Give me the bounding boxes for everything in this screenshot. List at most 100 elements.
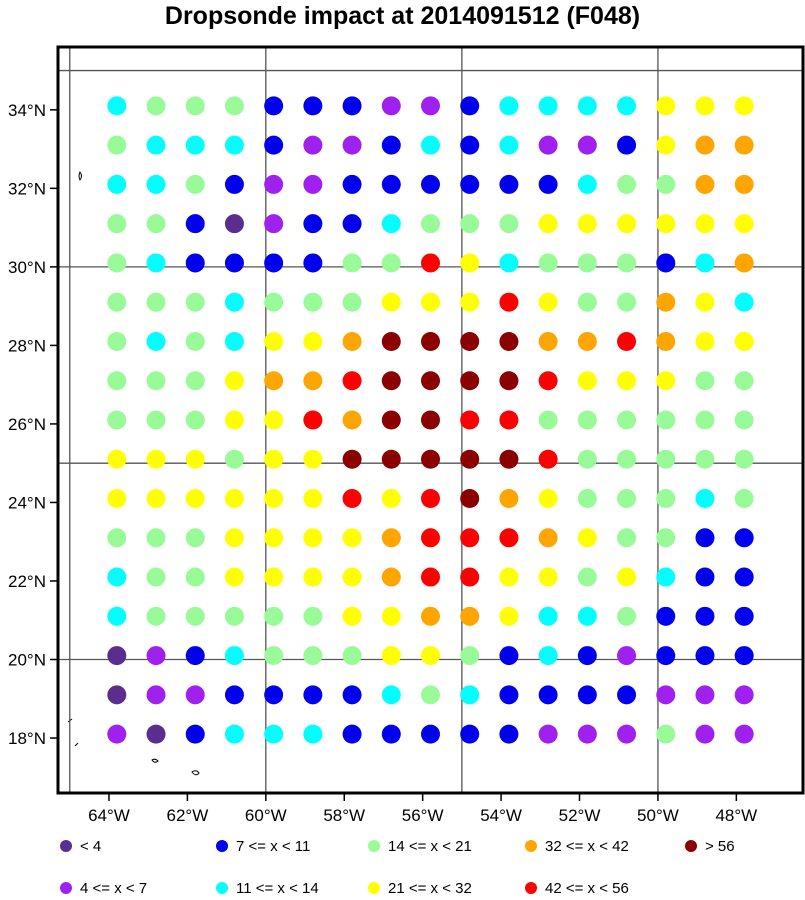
legend-label: > 56: [705, 838, 735, 855]
impact-dot: [656, 371, 676, 391]
impact-dot: [224, 253, 244, 273]
impact-dot: [734, 331, 754, 351]
impact-dot: [617, 214, 637, 234]
impact-dot: [577, 253, 597, 273]
legend: < 4 7 <= x < 11 14 <= x < 21 32 <= x < 42 > …: [60, 838, 735, 897]
impact-dot: [381, 528, 401, 548]
impact-dot: [303, 292, 323, 312]
impact-dot: [185, 292, 205, 312]
impact-dot: [303, 214, 323, 234]
impact-dot: [342, 292, 362, 312]
impact-dot: [303, 174, 323, 194]
impact-dot: [421, 567, 440, 587]
legend-item: < 4: [60, 838, 101, 855]
impact-dot: [107, 724, 127, 744]
impact-dot: [421, 489, 440, 509]
impact-dot: [656, 489, 676, 509]
impact-dot: [303, 567, 323, 587]
impact-dot: [577, 214, 597, 234]
impact-dot: [421, 214, 440, 234]
impact-dot: [460, 685, 480, 705]
impact-dot: [107, 96, 127, 116]
impact-dot: [107, 606, 127, 626]
impact-dot: [695, 606, 715, 626]
impact-dot: [224, 685, 244, 705]
impact-dot: [342, 685, 362, 705]
impact-dot: [617, 96, 637, 116]
legend-swatch: [60, 882, 72, 894]
impact-dot: [656, 96, 676, 116]
impact-dot: [499, 528, 519, 548]
impact-dot: [185, 410, 205, 430]
impact-dot: [303, 489, 323, 509]
impact-dot: [538, 606, 558, 626]
impact-dot: [734, 449, 754, 469]
impact-dot: [146, 253, 166, 273]
y-tick-label: 32°N: [8, 179, 46, 198]
impact-dot: [107, 685, 127, 705]
impact-dot: [499, 449, 519, 469]
impact-dot: [577, 371, 597, 391]
impact-dot: [656, 567, 676, 587]
impact-dot: [185, 135, 205, 155]
impact-dot: [185, 567, 205, 587]
impact-dot: [421, 449, 440, 469]
impact-dot: [460, 135, 480, 155]
impact-dot: [460, 449, 480, 469]
impact-dot: [421, 96, 440, 116]
impact-dot: [224, 292, 244, 312]
impact-dot: [264, 96, 284, 116]
impact-dot: [460, 174, 480, 194]
impact-dot: [734, 292, 754, 312]
impact-dot: [499, 606, 519, 626]
impact-dot: [107, 331, 127, 351]
impact-dot: [460, 528, 480, 548]
impact-dot: [264, 135, 284, 155]
impact-dot: [656, 528, 676, 548]
impact-dot: [460, 724, 480, 744]
impact-dot: [617, 135, 637, 155]
x-tick-label: 64°W: [88, 806, 130, 825]
impact-dot: [460, 410, 480, 430]
impact-dot: [577, 174, 597, 194]
impact-dot: [577, 724, 597, 744]
impact-dot: [342, 253, 362, 273]
impact-dot: [656, 606, 676, 626]
impact-dot: [224, 528, 244, 548]
impact-dot: [303, 528, 323, 548]
impact-dot: [342, 331, 362, 351]
impact-dot: [734, 371, 754, 391]
impact-dot: [617, 646, 637, 666]
impact-dot: [617, 331, 637, 351]
impact-dot: [734, 489, 754, 509]
impact-dot: [107, 646, 127, 666]
impact-dot: [695, 410, 715, 430]
impact-dot: [499, 489, 519, 509]
y-tick-label: 20°N: [8, 651, 46, 670]
impact-dot: [460, 567, 480, 587]
impact-dot: [538, 135, 558, 155]
impact-dot: [342, 135, 362, 155]
impact-dot: [695, 253, 715, 273]
impact-dot: [499, 371, 519, 391]
impact-dot: [342, 371, 362, 391]
impact-dot: [617, 292, 637, 312]
impact-dot: [577, 449, 597, 469]
impact-dot: [421, 174, 440, 194]
impact-dot: [224, 489, 244, 509]
impact-dot: [264, 410, 284, 430]
impact-dot: [695, 567, 715, 587]
impact-dot: [264, 174, 284, 194]
impact-dot: [185, 96, 205, 116]
impact-dot: [577, 410, 597, 430]
x-tick-label: 56°W: [402, 806, 444, 825]
impact-dot: [303, 410, 323, 430]
impact-dot: [224, 410, 244, 430]
impact-dot: [342, 724, 362, 744]
map-frame: [56, 45, 805, 795]
legend-item: 32 <= x < 42: [525, 838, 629, 855]
impact-dot: [381, 292, 401, 312]
impact-dot: [264, 214, 284, 234]
impact-dot: [381, 174, 401, 194]
